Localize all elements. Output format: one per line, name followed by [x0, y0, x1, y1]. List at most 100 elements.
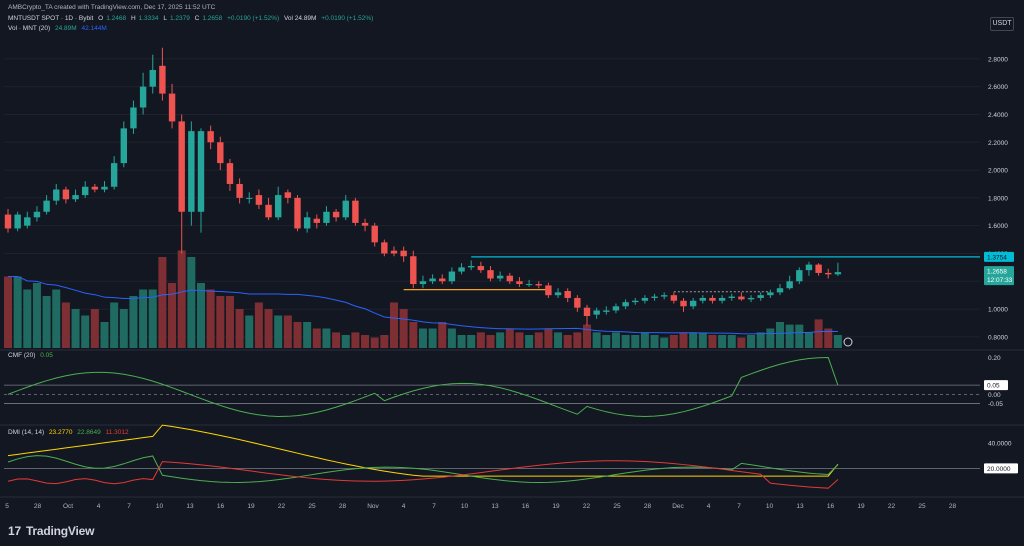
volume-bar [409, 322, 418, 348]
volume-bar [505, 328, 514, 348]
volume-bar [235, 309, 244, 348]
candle-body [477, 265, 485, 271]
volume-bar [100, 322, 109, 348]
candle-body [641, 297, 649, 301]
time-tick-label: Dec [672, 503, 684, 510]
candle-body [709, 297, 716, 301]
volume-bar [447, 328, 456, 348]
ohlc-open: 1.2468 [106, 15, 127, 22]
symbol-line: MNTUSDT SPOT · 1D · Bybit O 1.2468 H 1.333… [8, 15, 376, 22]
candle-body [342, 200, 349, 218]
time-tick-label: Oct [63, 503, 73, 510]
time-tick-label: 25 [918, 503, 926, 510]
price-tick-label: 0.8000 [988, 334, 1008, 341]
candle-body [506, 275, 513, 282]
cmf-value: 0.05 [40, 352, 53, 359]
dmi-label[interactable]: DMI (14, 14) [8, 429, 45, 436]
candle-body [255, 195, 263, 205]
volume-bar [32, 283, 41, 348]
volume-bar [766, 328, 775, 348]
volume-inline: Vol 24.89M [283, 15, 317, 22]
volume-bar [264, 309, 273, 348]
volume-bar [399, 309, 408, 348]
currency-selector[interactable]: USDT [990, 17, 1014, 31]
volume-bar [206, 289, 215, 348]
candle-body [24, 217, 31, 226]
candle-body [815, 264, 822, 273]
last-price-label: 1.2658 [987, 269, 1007, 276]
candle-body [197, 131, 205, 212]
candle-body [728, 296, 735, 298]
candle-body [390, 250, 398, 254]
volume-label[interactable]: Vol · MNT (20) [8, 25, 51, 32]
candle-body [718, 297, 726, 301]
dmi-threshold-tag [984, 463, 1018, 474]
candle-body [439, 278, 446, 282]
symbol-name[interactable]: MNTUSDT SPOT · 1D · Bybit [8, 15, 94, 22]
time-tick-label: 22 [278, 503, 286, 510]
ohlc-l-label: L [163, 15, 167, 22]
volume-bar [669, 335, 678, 348]
volume-bar [679, 332, 688, 348]
candle-body [207, 131, 214, 143]
candle-body [101, 186, 108, 190]
candle-body [429, 278, 436, 282]
volume-bar [563, 335, 572, 348]
volume-bar [776, 322, 784, 348]
cmf-label[interactable]: CMF (20) [8, 352, 36, 359]
volume-bar [631, 335, 640, 348]
tradingview-logo[interactable]: 17 TradingView [8, 524, 94, 538]
time-tick-label: 7 [432, 503, 436, 510]
time-tick-label: 13 [796, 503, 804, 510]
volume-bar [804, 332, 813, 348]
dmi-legend: DMI (14, 14) 23.2770 22.8649 11.3012 [8, 429, 132, 436]
candle-body [303, 217, 311, 229]
volume-bar [216, 296, 225, 348]
candle-body [583, 307, 591, 317]
time-tick-label: 22 [888, 503, 896, 510]
candle-body [4, 214, 12, 229]
cmf-tick-label: 0.20 [988, 355, 1001, 362]
chart-settings-icon[interactable] [843, 337, 853, 347]
volume-bar [544, 328, 553, 348]
candle-body [110, 163, 118, 187]
volume-bar [785, 324, 794, 348]
dmi-minus-value: 11.3012 [105, 429, 129, 436]
countdown-label: 12:07:33 [987, 277, 1013, 284]
ohlc-c-label: C [194, 15, 200, 22]
candle-body [313, 218, 320, 223]
candle-body [159, 65, 166, 94]
candle-body [593, 310, 600, 315]
dmi-threshold-label: 20.0000 [987, 466, 1011, 473]
volume-bar [52, 289, 61, 348]
time-tick-label: 16 [522, 503, 530, 510]
candle-body [767, 292, 774, 296]
candle-body [381, 242, 388, 254]
candle-body [149, 69, 156, 87]
candle-body [825, 272, 832, 275]
candle-body [236, 183, 243, 198]
volume-bar [824, 328, 833, 348]
cmf-value-label: 0.05 [987, 383, 1000, 390]
volume-bar [341, 335, 350, 348]
candle-body [805, 264, 813, 271]
volume-bar [158, 257, 167, 348]
candle-body [82, 186, 89, 196]
volume-bar [660, 337, 669, 348]
candle-body [62, 189, 70, 200]
time-tick-label: Nov [367, 503, 379, 510]
candle-body [622, 302, 629, 307]
volume-bar [119, 309, 128, 348]
volume-bar [708, 335, 717, 348]
ohlc-o-label: O [98, 15, 104, 22]
volume-bar [756, 332, 765, 348]
price-tick-label: 2.6000 [988, 84, 1008, 91]
candle-body [53, 189, 60, 201]
volume-bar [197, 283, 205, 348]
resistance-price-tag [984, 251, 1014, 262]
volume-bar [303, 322, 312, 348]
price-tick-label: 2.8000 [988, 56, 1008, 63]
